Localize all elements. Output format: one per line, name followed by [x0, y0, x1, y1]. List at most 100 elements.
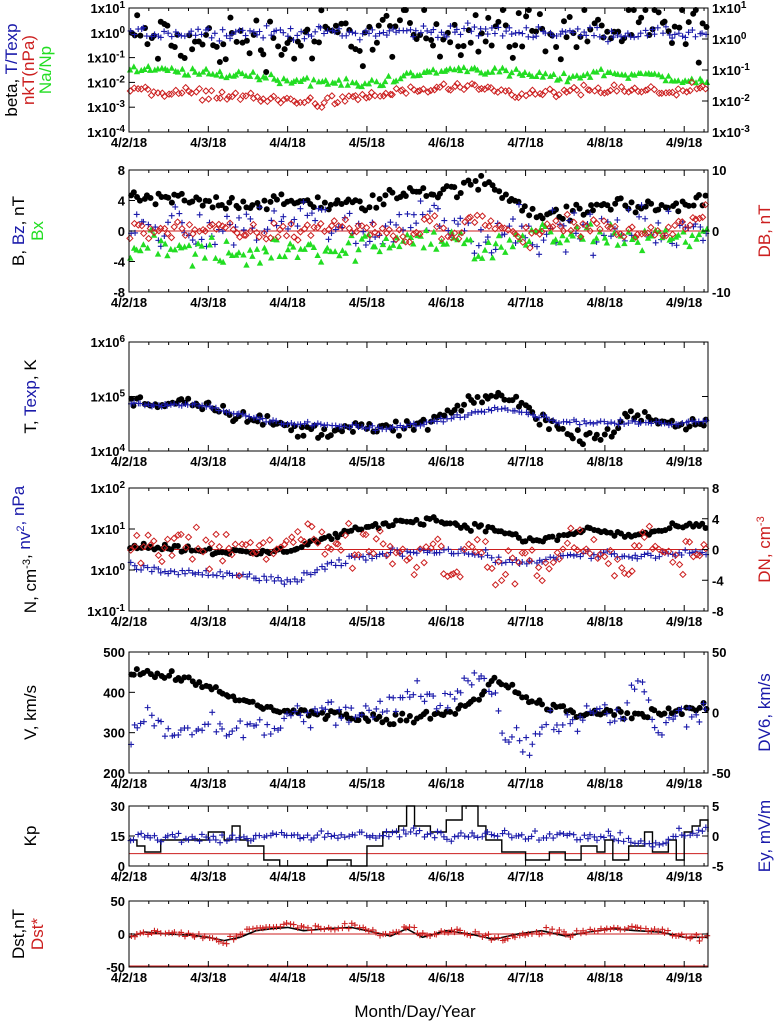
data-point: [681, 832, 688, 839]
data-point: [604, 420, 611, 427]
data-point: [625, 835, 632, 842]
data-point: [504, 407, 511, 414]
data-point: [492, 246, 499, 253]
data-point: [457, 190, 464, 197]
data-point: [362, 530, 370, 539]
data-point: [203, 403, 210, 410]
data-point: [540, 237, 547, 244]
data-point: [574, 25, 581, 32]
data-point: [536, 69, 543, 76]
data-point: [656, 841, 663, 848]
data-point: [202, 87, 210, 95]
data-point: [211, 30, 218, 37]
data-point: [407, 224, 414, 231]
data-point: [649, 545, 657, 553]
data-point: [164, 402, 171, 409]
y-axis-label-right: DV6, km/s: [755, 673, 774, 751]
data-point: [625, 925, 632, 932]
data-point: [240, 251, 247, 258]
data-point: [564, 78, 571, 85]
data-point: [567, 524, 575, 532]
data-point: [505, 86, 513, 95]
data-point: [388, 560, 397, 568]
data-point: [466, 213, 475, 221]
data-point: [604, 426, 611, 433]
data-point: [413, 550, 420, 557]
data-point: [573, 927, 580, 934]
data-point: [590, 710, 597, 717]
data-point: [589, 216, 598, 224]
data-point: [206, 198, 213, 205]
data-point: [400, 72, 407, 79]
data-point: [600, 552, 609, 561]
data-point: [481, 537, 490, 546]
data-point: [505, 831, 512, 838]
data-point: [699, 20, 706, 27]
data-point: [556, 927, 563, 934]
data-point: [474, 394, 481, 401]
data-point: [502, 736, 509, 743]
data-point: [213, 728, 220, 735]
data-point: [482, 26, 489, 33]
data-point: [440, 418, 447, 425]
data-point: [239, 411, 246, 418]
data-point: [585, 86, 594, 94]
plot-frame: [128, 7, 709, 133]
data-point: [698, 82, 707, 91]
data-point: [338, 200, 345, 207]
data-point: [414, 87, 422, 96]
y-axis-label-left: Na/Np: [36, 46, 55, 94]
data-point: [195, 227, 204, 236]
data-point: [369, 220, 378, 228]
data-point: [138, 221, 146, 230]
data-point: [322, 247, 329, 254]
data-point: [420, 521, 427, 528]
data-point: [392, 235, 400, 244]
data-point: [140, 241, 147, 248]
data-point: [554, 537, 561, 544]
data-point: [579, 81, 588, 89]
data-point: [426, 208, 433, 215]
data-point: [263, 206, 270, 213]
data-point: [655, 545, 663, 554]
y-tick-label-left: 1x102: [91, 480, 126, 496]
data-point: [659, 547, 667, 556]
data-point: [512, 239, 519, 246]
data-point: [410, 240, 417, 247]
data-point: [337, 81, 345, 88]
data-point: [404, 231, 411, 238]
data-point: [395, 929, 402, 936]
y-tick-label-left: 1x10-1: [87, 603, 125, 619]
data-point: [244, 721, 251, 728]
y-tick-label-left: 1x105: [91, 389, 126, 405]
data-point: [601, 418, 608, 425]
data-point: [672, 551, 680, 559]
data-point: [341, 216, 350, 224]
x-tick-label: 4/8/18: [587, 970, 623, 985]
data-point: [455, 221, 462, 228]
data-point: [620, 838, 627, 845]
data-point: [582, 222, 591, 230]
data-point: [481, 70, 489, 77]
data-point: [620, 232, 628, 241]
data-point: [162, 930, 169, 937]
data-point: [286, 240, 294, 247]
data-point: [365, 93, 373, 101]
data-point: [702, 706, 709, 713]
data-point: [638, 528, 647, 536]
data-point: [491, 581, 500, 589]
data-point: [134, 724, 141, 731]
data-point: [699, 30, 706, 37]
data-point: [199, 41, 206, 48]
data-point: [468, 543, 476, 551]
data-point: [343, 32, 350, 39]
data-point: [321, 534, 328, 541]
data-point: [566, 419, 573, 426]
data-point: [310, 535, 318, 543]
data-point: [651, 542, 659, 551]
data-point: [494, 833, 501, 840]
data-point: [345, 239, 352, 246]
data-point: [337, 546, 345, 554]
data-point: [536, 731, 543, 738]
data-point: [366, 23, 373, 30]
